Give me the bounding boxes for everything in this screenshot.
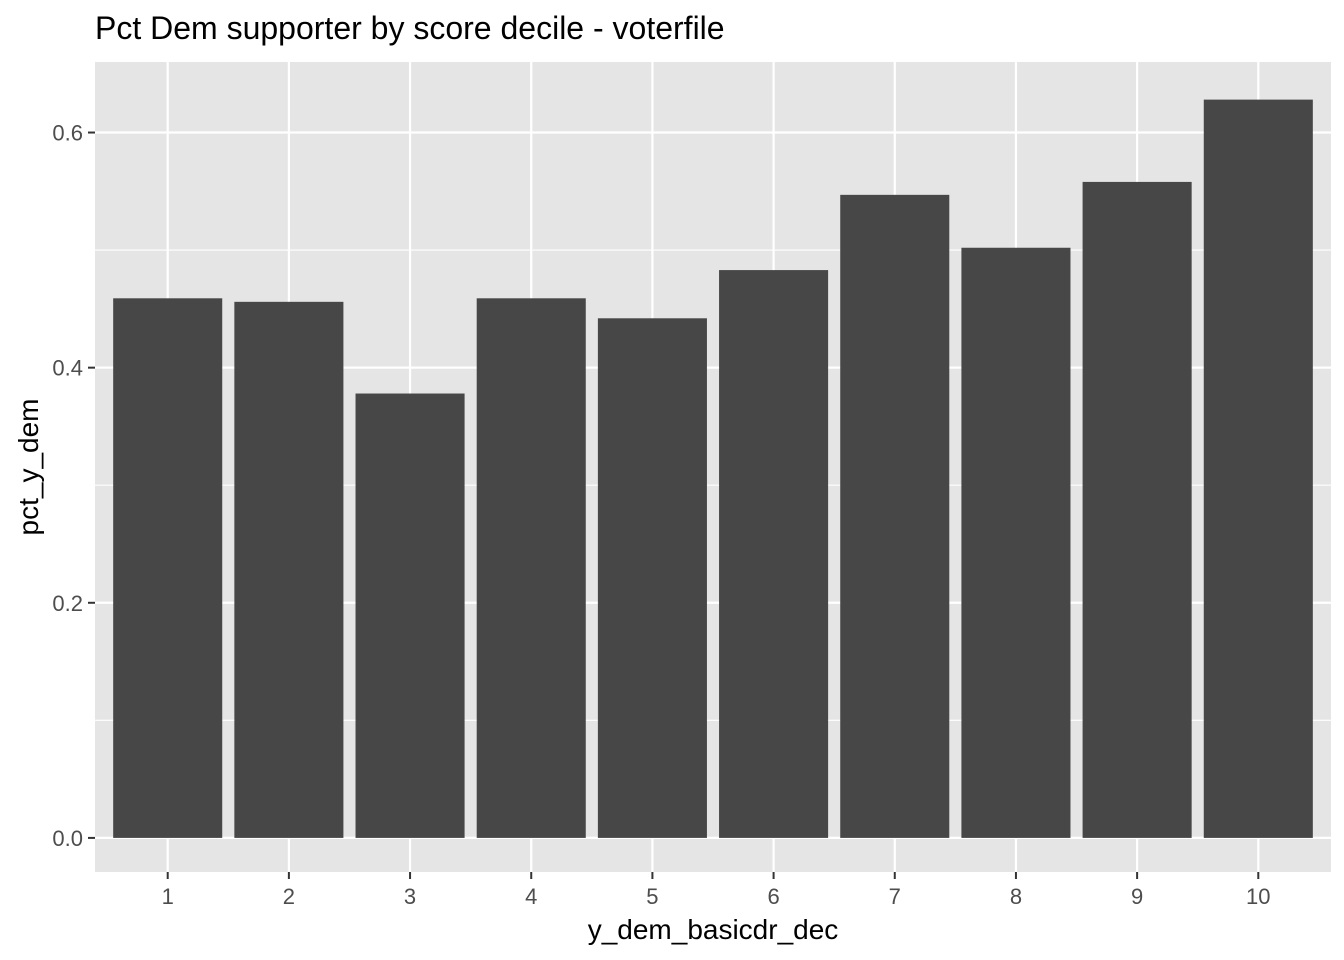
x-tick-label: 8: [1010, 884, 1022, 909]
x-tick-label: 10: [1246, 884, 1270, 909]
y-tick-label: 0.0: [52, 826, 83, 851]
y-axis-title: pct_y_dem: [13, 399, 44, 536]
bar-8: [961, 247, 1071, 838]
x-tick-label: 7: [889, 884, 901, 909]
bar-5: [597, 318, 707, 838]
y-tick-label: 0.4: [52, 356, 83, 381]
x-tick-label: 5: [646, 884, 658, 909]
bars: [113, 99, 1313, 838]
bar-9: [1082, 181, 1192, 838]
x-tick-label: 2: [283, 884, 295, 909]
y-tick-label: 0.2: [52, 591, 83, 616]
x-axis: 1 2 3 4 5 6 7 8 9 10: [162, 872, 1271, 909]
y-axis: 0.0 0.2 0.4 0.6: [52, 121, 95, 851]
bar-10: [1203, 99, 1313, 838]
bar-3: [355, 393, 465, 838]
x-axis-title: y_dem_basicdr_dec: [588, 914, 839, 945]
x-tick-label: 6: [767, 884, 779, 909]
x-tick-label: 3: [404, 884, 416, 909]
bar-1: [113, 298, 223, 838]
x-tick-label: 1: [162, 884, 174, 909]
y-tick-label: 0.6: [52, 121, 83, 146]
bar-4: [476, 298, 586, 838]
bar-6: [719, 270, 829, 838]
bar-2: [234, 301, 344, 838]
bar-7: [840, 194, 950, 838]
chart-title: Pct Dem supporter by score decile - vote…: [95, 10, 725, 46]
x-tick-label: 9: [1131, 884, 1143, 909]
x-tick-label: 4: [525, 884, 537, 909]
